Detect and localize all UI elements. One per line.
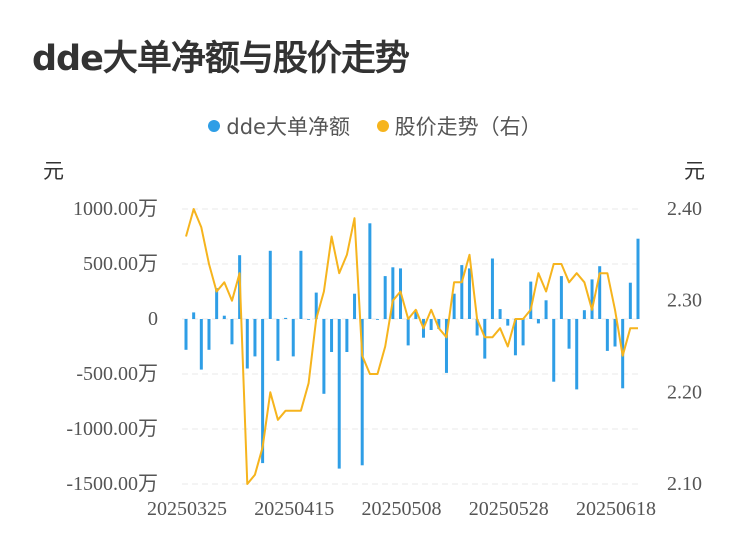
bar[interactable] (383, 276, 387, 319)
bar[interactable] (498, 309, 502, 319)
grid-lines (182, 208, 642, 485)
left-tick-label: -500.00万 (76, 363, 158, 385)
bar[interactable] (322, 319, 326, 394)
legend-marker-price (376, 120, 389, 132)
bar[interactable] (414, 310, 418, 319)
bar[interactable] (536, 319, 540, 324)
x-tick-label: 20250415 (254, 498, 334, 520)
bar[interactable] (291, 319, 295, 357)
bar[interactable] (490, 258, 494, 320)
bar[interactable] (330, 319, 334, 352)
bar[interactable] (276, 319, 280, 361)
bar[interactable] (483, 319, 487, 359)
right-tick-label: 2.10 (667, 473, 702, 495)
legend: dde大单净额 股价走势（右） (0, 111, 750, 141)
bar[interactable] (368, 223, 372, 319)
legend-label-price: 股价走势（右） (394, 115, 542, 139)
bar[interactable] (559, 276, 563, 319)
legend-item-dde[interactable]: dde大单净额 (208, 111, 350, 141)
bar[interactable] (506, 319, 510, 326)
bar[interactable] (184, 319, 188, 350)
legend-marker-dde (208, 120, 221, 132)
left-tick-label: -1000.00万 (66, 418, 158, 440)
bar[interactable] (467, 268, 471, 319)
bar[interactable] (268, 250, 272, 319)
line-series (185, 208, 638, 485)
bar[interactable] (444, 319, 448, 373)
bar[interactable] (222, 315, 226, 319)
bar[interactable] (460, 265, 464, 319)
right-axis-unit: 元 (684, 159, 705, 183)
x-tick-label: 20250508 (362, 498, 442, 520)
left-tick-label: -1500.00万 (66, 473, 158, 495)
bar[interactable] (215, 288, 219, 319)
x-tick-label: 20250325 (147, 498, 227, 520)
bar[interactable] (261, 319, 265, 464)
bar[interactable] (207, 319, 211, 350)
bar[interactable] (314, 292, 318, 319)
bar[interactable] (544, 300, 548, 319)
bar[interactable] (307, 319, 311, 320)
left-tick-label: 0 (148, 308, 158, 330)
right-tick-label: 2.30 (667, 290, 702, 312)
bar[interactable] (529, 281, 533, 319)
bar[interactable] (192, 312, 196, 319)
bar[interactable] (253, 319, 257, 357)
bar-series (184, 223, 640, 469)
right-tick-label: 2.40 (667, 198, 702, 220)
bar[interactable] (437, 319, 441, 329)
left-axis-unit: 元 (43, 159, 64, 183)
bar[interactable] (613, 319, 617, 347)
legend-label-dde: dde大单净额 (226, 115, 350, 139)
bar[interactable] (345, 319, 349, 352)
x-tick-label: 20250618 (576, 498, 656, 520)
bar[interactable] (337, 319, 341, 469)
bar[interactable] (429, 319, 433, 330)
bar[interactable] (521, 319, 525, 346)
bar[interactable] (590, 279, 594, 319)
right-tick-label: 2.20 (667, 381, 702, 403)
left-tick-label: 500.00万 (83, 253, 158, 275)
bar[interactable] (299, 250, 303, 319)
bar[interactable] (376, 319, 380, 320)
x-tick-label: 20250528 (469, 498, 549, 520)
left-axis-ticks: 1000.00万 500.00万 0 -500.00万 -1000.00万 -1500.0… (66, 198, 158, 495)
chart-title: dde大单净额与股价走势 (32, 39, 410, 79)
right-axis-ticks: 2.40 2.30 2.20 2.10 (667, 198, 702, 495)
bar[interactable] (567, 319, 571, 349)
bar[interactable] (582, 310, 586, 319)
bar[interactable] (406, 319, 410, 346)
bar[interactable] (628, 282, 632, 319)
legend-item-price[interactable]: 股价走势（右） (376, 111, 542, 141)
bar[interactable] (284, 317, 288, 319)
bar[interactable] (391, 267, 395, 319)
bar[interactable] (199, 319, 203, 370)
bar[interactable] (475, 319, 479, 336)
left-tick-label: 1000.00万 (73, 198, 158, 220)
bar[interactable] (552, 319, 556, 382)
bar[interactable] (636, 238, 640, 319)
price-line[interactable] (185, 208, 638, 485)
bar[interactable] (245, 319, 249, 369)
bar[interactable] (230, 319, 234, 345)
bar[interactable] (360, 319, 364, 466)
bar[interactable] (452, 293, 456, 319)
x-axis-ticks: 20250325 20250415 20250508 20250528 20250618 (147, 498, 656, 520)
bar[interactable] (353, 293, 357, 319)
bar[interactable] (598, 266, 602, 319)
bar[interactable] (575, 319, 579, 390)
bar[interactable] (605, 319, 609, 351)
bar[interactable] (513, 319, 517, 356)
